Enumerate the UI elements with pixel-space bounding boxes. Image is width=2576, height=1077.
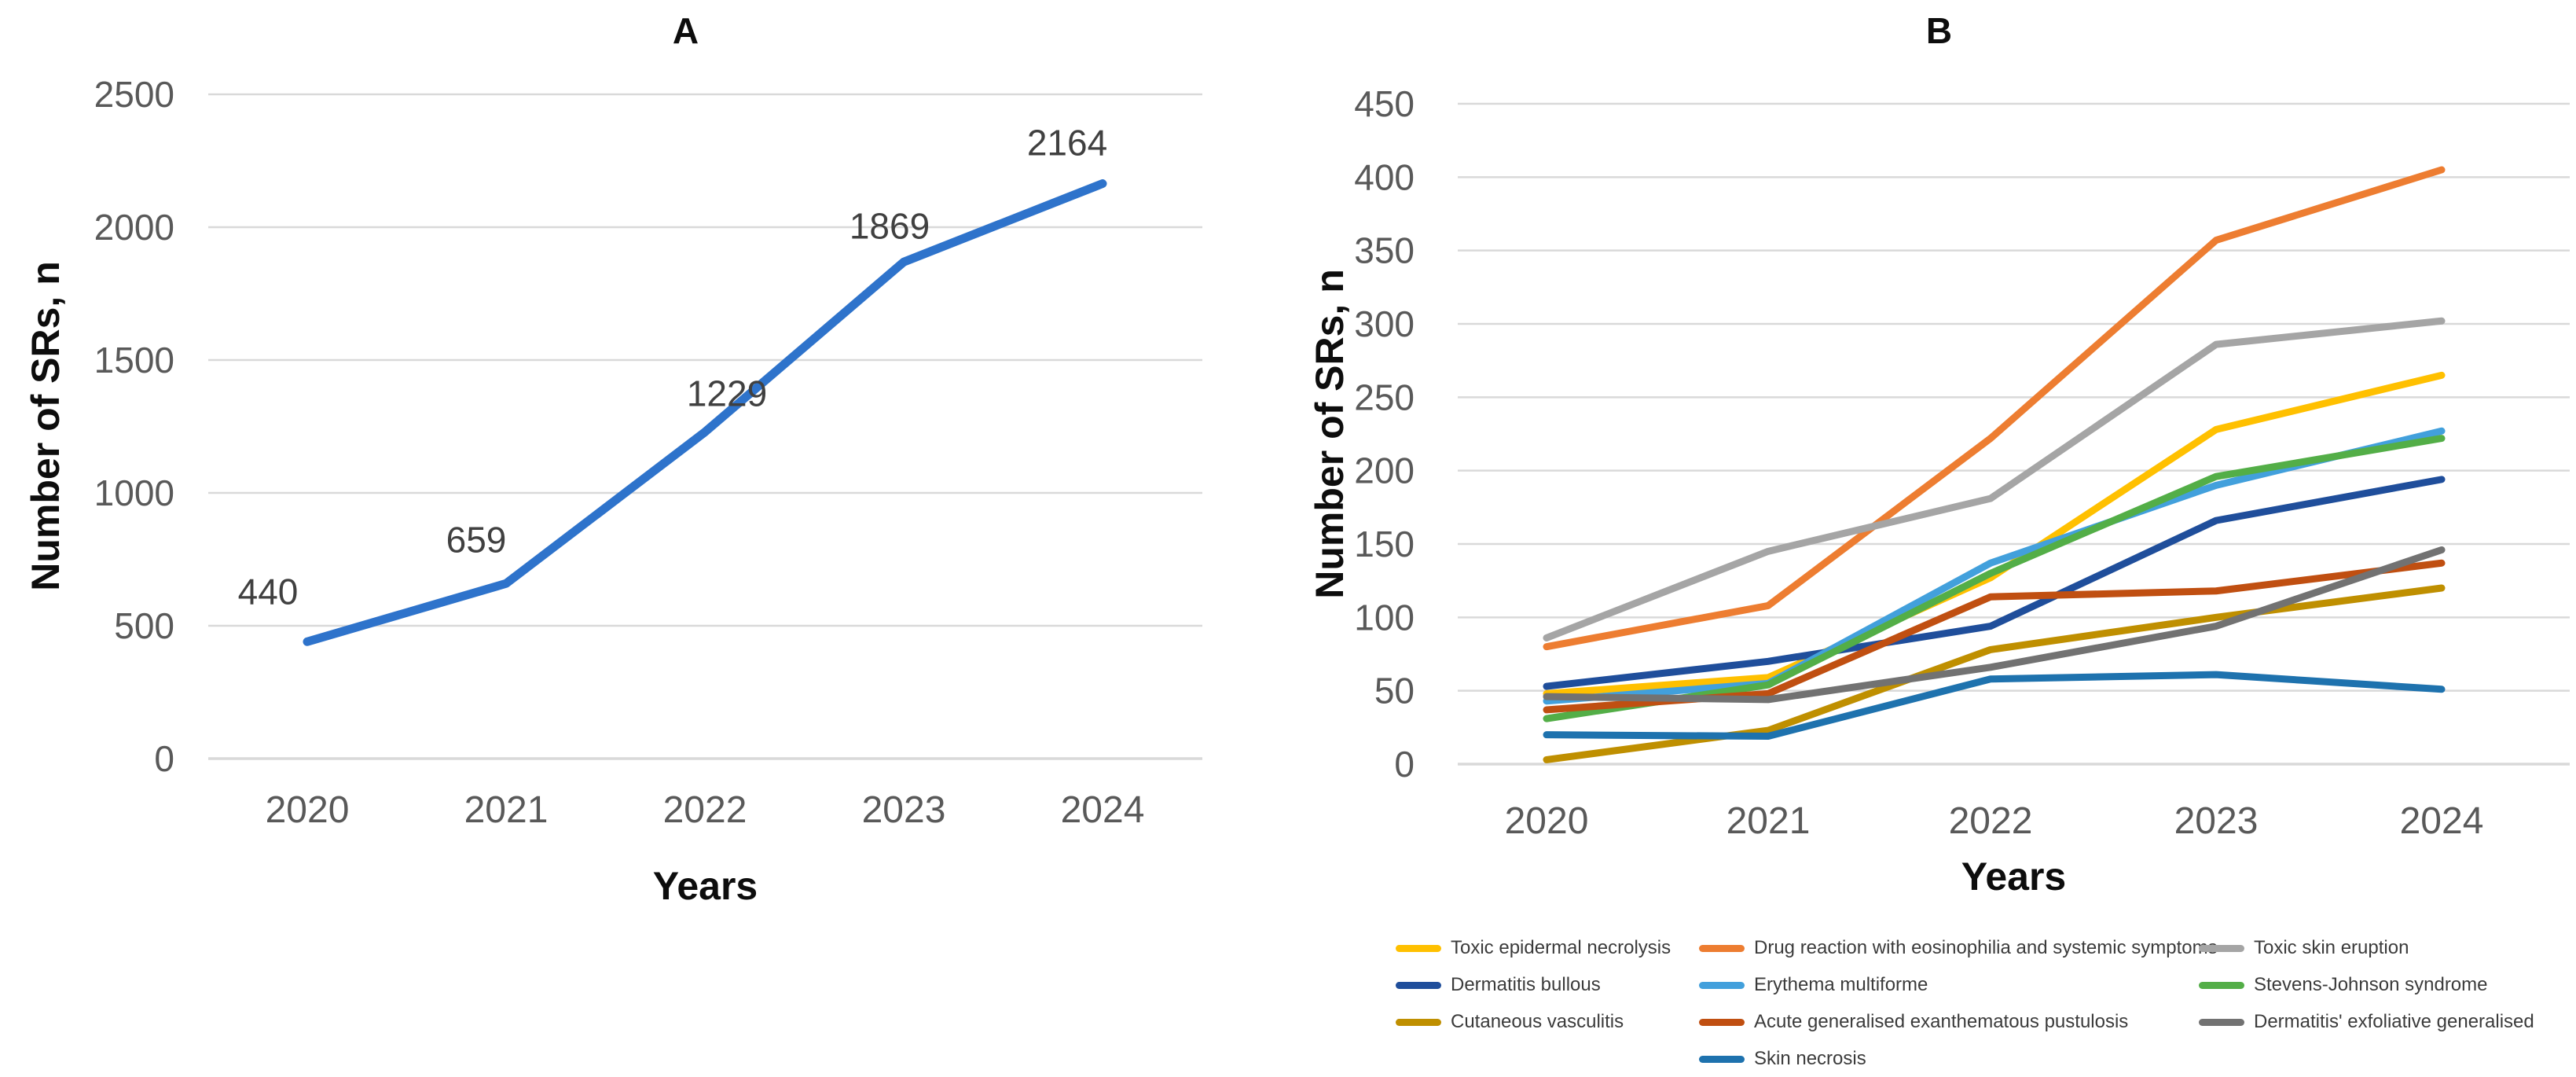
legend-label: Dermatitis' exfoliative generalised bbox=[2254, 1011, 2534, 1032]
legend-label: Drug reaction with eosinophilia and syst… bbox=[1754, 937, 2218, 958]
panel-a-title: A bbox=[672, 10, 699, 51]
panel-a-x-axis-title: Years bbox=[652, 864, 758, 908]
y-tick-label-a-2500: 2500 bbox=[94, 74, 174, 115]
panel-b-x-axis-title: Years bbox=[1961, 855, 2067, 899]
x-tick-label-b-2024: 2024 bbox=[2400, 800, 2484, 842]
data-label-1869: 1869 bbox=[849, 205, 930, 246]
y-tick-label-b-450: 450 bbox=[1354, 83, 1415, 124]
legend-item-cutaneous-vasculitis: Cutaneous vasculitis bbox=[1396, 1009, 1624, 1035]
legend-label: Toxic epidermal necrolysis bbox=[1451, 937, 1671, 958]
legend-swatch-dermatitis-bullous bbox=[1396, 981, 1441, 989]
series-line-dermatitis-bullous bbox=[1543, 476, 2446, 690]
data-label-440: 440 bbox=[238, 571, 299, 612]
x-tick-label-b-2023: 2023 bbox=[2174, 800, 2259, 842]
y-tick-label-a-500: 500 bbox=[114, 605, 174, 646]
y-tick-label-b-200: 200 bbox=[1354, 450, 1415, 491]
legend-item-dermatitis-exfoliative-generalised: Dermatitis' exfoliative generalised bbox=[2199, 1009, 2534, 1035]
series-line-drug-reaction-with-eosinophilia-and-systemic-symptoms bbox=[1543, 166, 2446, 651]
x-tick-label-b-2020: 2020 bbox=[1505, 800, 1589, 842]
legend-swatch-toxic-skin-eruption bbox=[2199, 944, 2244, 952]
legend-item-dermatitis-bullous: Dermatitis bullous bbox=[1396, 972, 1601, 998]
data-label-659: 659 bbox=[446, 519, 507, 560]
legend-label: Dermatitis bullous bbox=[1451, 974, 1601, 995]
legend-item-skin-necrosis: Skin necrosis bbox=[1699, 1046, 1866, 1072]
legend-item-acute-generalised-exanthematous-pustulosis: Acute generalised exanthematous pustulos… bbox=[1699, 1009, 2128, 1035]
panel-b-title: B bbox=[1925, 10, 1953, 51]
x-tick-label-a-2024: 2024 bbox=[1061, 789, 1145, 831]
y-tick-label-b-100: 100 bbox=[1354, 597, 1415, 638]
y-tick-label-a-2000: 2000 bbox=[94, 207, 174, 248]
legend-swatch-erythema-multiforme bbox=[1699, 981, 1745, 989]
legend-swatch-drug-reaction-with-eosinophilia-and-systemic-symptoms bbox=[1699, 944, 1745, 952]
y-tick-label-b-350: 350 bbox=[1354, 230, 1415, 271]
x-tick-label-a-2020: 2020 bbox=[266, 789, 350, 831]
x-tick-label-b-2021: 2021 bbox=[1727, 800, 1811, 842]
series-line-cutaneous-vasculitis bbox=[1543, 584, 2446, 763]
data-label-1229: 1229 bbox=[687, 373, 767, 414]
legend-item-drug-reaction-with-eosinophilia-and-systemic-symptoms: Drug reaction with eosinophilia and syst… bbox=[1699, 935, 2218, 961]
series-line-skin-necrosis bbox=[1543, 671, 2446, 741]
legend-item-erythema-multiforme: Erythema multiforme bbox=[1699, 972, 1928, 998]
legend-item-toxic-epidermal-necrolysis: Toxic epidermal necrolysis bbox=[1396, 935, 1671, 961]
legend-swatch-dermatitis-exfoliative-generalised bbox=[2199, 1018, 2244, 1026]
series-line-toxic-skin-eruption bbox=[1543, 317, 2446, 641]
x-tick-label-b-2022: 2022 bbox=[1949, 800, 2033, 842]
x-tick-label-a-2021: 2021 bbox=[464, 789, 549, 831]
legend-label: Cutaneous vasculitis bbox=[1451, 1011, 1624, 1032]
y-tick-label-a-0: 0 bbox=[154, 738, 174, 779]
legend-swatch-cutaneous-vasculitis bbox=[1396, 1018, 1441, 1026]
data-label-2164: 2164 bbox=[1027, 123, 1107, 164]
y-tick-label-b-150: 150 bbox=[1354, 524, 1415, 564]
legend-label: Skin necrosis bbox=[1754, 1048, 1866, 1069]
legend-item-toxic-skin-eruption: Toxic skin eruption bbox=[2199, 935, 2409, 961]
series-line-toxic-epidermal-necrolysis bbox=[1543, 371, 2446, 697]
legend-label: Stevens-Johnson syndrome bbox=[2254, 974, 2488, 995]
series-line-dermatitis-exfoliative-generalised bbox=[1543, 546, 2446, 704]
legend-swatch-skin-necrosis bbox=[1699, 1055, 1745, 1063]
y-tick-label-a-1500: 1500 bbox=[94, 340, 174, 380]
legend-swatch-toxic-epidermal-necrolysis bbox=[1396, 944, 1441, 952]
y-tick-label-b-50: 50 bbox=[1374, 671, 1415, 711]
series-line-number-of-srs bbox=[303, 179, 1107, 646]
y-tick-label-b-300: 300 bbox=[1354, 303, 1415, 344]
legend-swatch-stevens-johnson-syndrome bbox=[2199, 981, 2244, 989]
legend-swatch-acute-generalised-exanthematous-pustulosis bbox=[1699, 1018, 1745, 1026]
legend-label: Acute generalised exanthematous pustulos… bbox=[1754, 1011, 2129, 1032]
legend-label: Toxic skin eruption bbox=[2254, 937, 2409, 958]
x-tick-label-a-2022: 2022 bbox=[663, 789, 747, 831]
x-tick-label-a-2023: 2023 bbox=[862, 789, 946, 831]
y-tick-label-b-250: 250 bbox=[1354, 377, 1415, 417]
y-tick-label-b-400: 400 bbox=[1354, 156, 1415, 197]
y-tick-label-a-1000: 1000 bbox=[94, 472, 174, 513]
legend-label: Erythema multiforme bbox=[1754, 974, 1928, 995]
y-tick-label-b-0: 0 bbox=[1394, 744, 1415, 785]
legend-item-stevens-johnson-syndrome: Stevens-Johnson syndrome bbox=[2199, 972, 2488, 998]
